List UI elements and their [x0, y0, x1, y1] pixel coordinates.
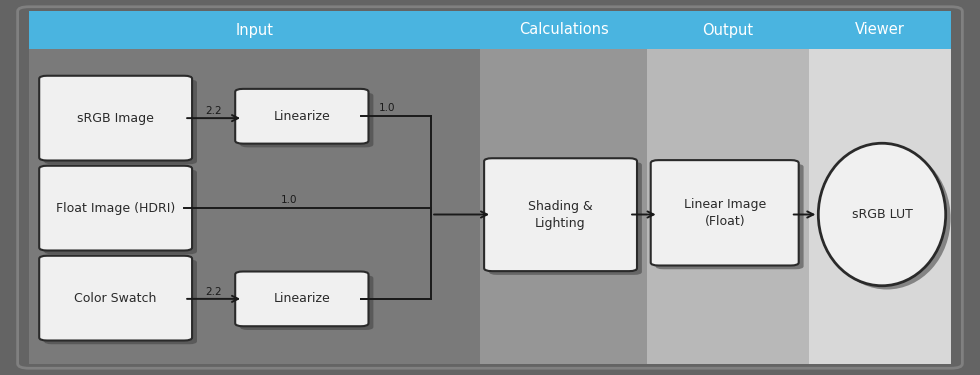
FancyBboxPatch shape — [44, 260, 197, 344]
Bar — [808, 49, 951, 364]
Bar — [480, 11, 647, 49]
Text: Linearize: Linearize — [273, 292, 330, 305]
Text: Shading &
Lighting: Shading & Lighting — [528, 200, 593, 230]
Bar — [808, 11, 951, 49]
Bar — [480, 49, 647, 364]
Bar — [29, 11, 480, 49]
FancyBboxPatch shape — [44, 170, 197, 254]
Bar — [647, 11, 808, 49]
Bar — [647, 49, 808, 364]
Ellipse shape — [823, 147, 951, 290]
Text: 1.0: 1.0 — [379, 103, 395, 113]
Ellipse shape — [818, 143, 946, 286]
FancyBboxPatch shape — [39, 76, 192, 160]
Text: Linear Image
(Float): Linear Image (Float) — [684, 198, 765, 228]
FancyBboxPatch shape — [484, 158, 637, 271]
Text: Input: Input — [236, 22, 273, 38]
FancyBboxPatch shape — [44, 80, 197, 164]
FancyBboxPatch shape — [39, 256, 192, 340]
FancyBboxPatch shape — [240, 275, 373, 330]
FancyBboxPatch shape — [651, 160, 799, 266]
FancyBboxPatch shape — [39, 166, 192, 250]
Text: sRGB Image: sRGB Image — [77, 112, 154, 125]
Text: sRGB LUT: sRGB LUT — [852, 208, 912, 221]
Text: 1.0: 1.0 — [281, 195, 297, 205]
Text: Viewer: Viewer — [855, 22, 905, 38]
Text: Float Image (HDRI): Float Image (HDRI) — [56, 202, 175, 214]
Text: Linearize: Linearize — [273, 110, 330, 123]
FancyBboxPatch shape — [240, 93, 373, 147]
Text: Calculations: Calculations — [518, 22, 609, 38]
Text: Color Swatch: Color Swatch — [74, 292, 157, 304]
Text: 2.2: 2.2 — [206, 106, 221, 116]
FancyBboxPatch shape — [489, 162, 642, 275]
FancyBboxPatch shape — [656, 164, 804, 269]
FancyBboxPatch shape — [235, 272, 368, 326]
Bar — [29, 49, 480, 364]
Text: 2.2: 2.2 — [206, 287, 221, 297]
Text: Output: Output — [702, 22, 754, 38]
FancyBboxPatch shape — [235, 89, 368, 144]
